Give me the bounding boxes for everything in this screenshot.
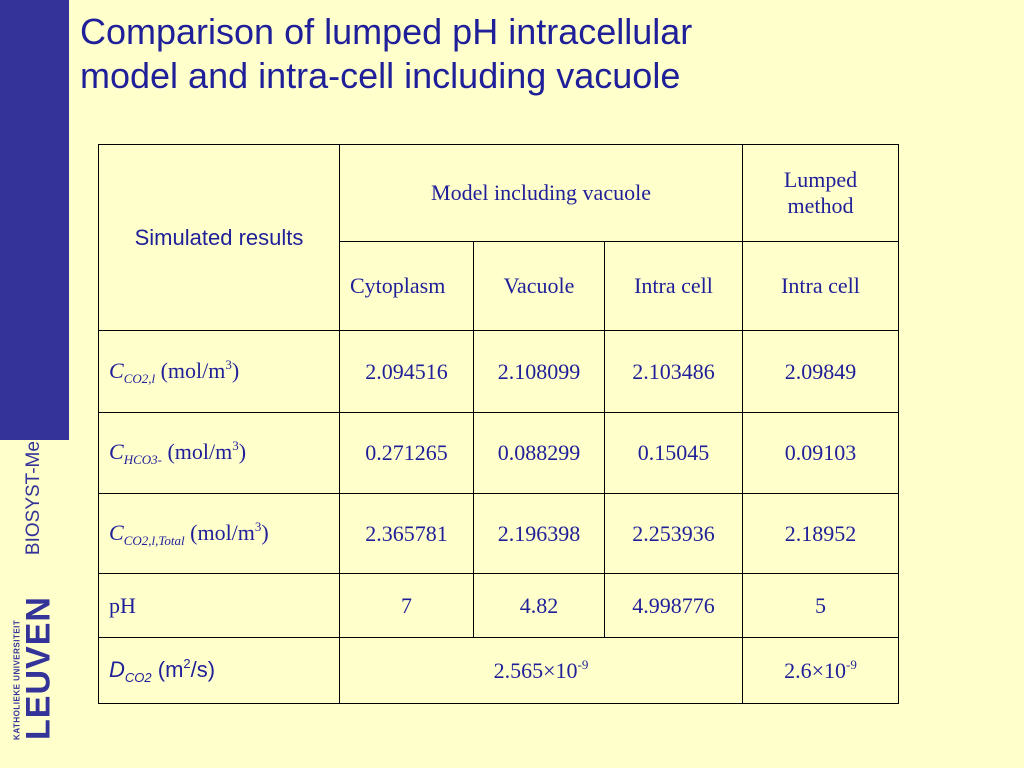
row-label: CHCO3- (mol/m3)	[98, 412, 340, 494]
label-unit: (m	[151, 657, 184, 682]
corner-header: Simulated results	[98, 144, 340, 331]
label-symbol: D	[109, 657, 125, 682]
value-exponent: -9	[577, 657, 589, 672]
label-subscript: CO2	[124, 670, 152, 685]
value-cell: 2.09849	[742, 330, 899, 413]
value-cell: 2.365781	[339, 493, 474, 574]
table-row: CHCO3- (mol/m3) 0.271265 0.088299 0.1504…	[98, 412, 899, 494]
column-header-intra-cell: Intra cell	[604, 241, 743, 331]
value-cell: 5	[742, 573, 899, 638]
value-cell: 2.253936	[604, 493, 743, 574]
group-header-vacuole: Model including vacuole	[339, 144, 743, 242]
title-line-1: Comparison of lumped pH intracellular	[80, 11, 693, 52]
label-unit: (mol/m	[184, 519, 255, 545]
value-cell: 2.103486	[604, 330, 743, 413]
label-unit-exponent: 2	[183, 656, 191, 671]
label-unit-exponent: 3	[225, 356, 232, 372]
value-cell: 2.108099	[473, 330, 605, 413]
table-row: CCO2,l,Total (mol/m3) 2.365781 2.196398 …	[98, 493, 899, 574]
value-base: 2.6×10	[784, 658, 847, 683]
value-cell: 7	[339, 573, 474, 638]
group-header-lumped-text: Lumped method	[783, 167, 858, 218]
column-header-cytoplasm-text: Cytoplasm	[350, 273, 446, 298]
vacuole-diffusion-value: 2.565×10-9	[339, 637, 743, 704]
value-cell: 0.088299	[473, 412, 605, 494]
slide-title: Comparison of lumped pH intracellular mo…	[80, 10, 980, 98]
label-unit-close: )	[231, 357, 240, 383]
value-cell: 4.82	[473, 573, 605, 638]
label-unit: (mol/m	[155, 357, 226, 383]
value-cell: 0.15045	[604, 412, 743, 494]
value-cell: 4.998776	[604, 573, 743, 638]
value-cell: 0.09103	[742, 412, 899, 494]
label-symbol: C	[109, 439, 124, 464]
row-label: CCO2,l,Total (mol/m3)	[98, 493, 340, 574]
column-header-vacuole: Vacuole	[473, 241, 605, 331]
column-header-cytoplasm: Cytoplasm	[339, 241, 474, 331]
table-row-diffusion: DCO2 (m2/s) 2.565×10-9 2.6×10-9	[98, 637, 899, 704]
label-unit: (mol/m	[161, 439, 233, 464]
university-logo: KATHOLIEKE UNIVERSITEIT LEUVEN	[13, 596, 58, 740]
title-line-2: model and intra-cell including vacuole	[80, 55, 681, 96]
sidebar-bottom	[0, 440, 69, 768]
label-subscript: HCO3-	[123, 452, 162, 467]
value-base: 2.565×10	[493, 658, 578, 683]
label-symbol: C	[109, 519, 124, 545]
column-header-lumped-intra-cell: Intra cell	[742, 241, 899, 331]
row-label: pH	[98, 573, 340, 638]
label-unit-close: )	[261, 519, 269, 545]
table-row: pH 7 4.82 4.998776 5	[98, 573, 899, 638]
results-table: Simulated results Model including vacuol…	[98, 144, 899, 704]
logo-big-text: LEUVEN	[19, 596, 58, 740]
lumped-diffusion-value: 2.6×10-9	[742, 637, 899, 704]
table-row: CCO2,l (mol/m3) 2.094516 2.108099 2.1034…	[98, 330, 899, 413]
subheader-row: Cytoplasm Vacuole Intra cell Intra cell	[99, 241, 899, 331]
label-unit-exponent: 3	[232, 438, 239, 453]
value-cell: 2.18952	[742, 493, 899, 574]
value-cell: 2.196398	[473, 493, 605, 574]
label-unit-exponent: 3	[254, 518, 262, 534]
group-header-lumped: Lumped method	[742, 144, 899, 242]
row-label: CCO2,l (mol/m3)	[98, 330, 340, 413]
value-exponent: -9	[846, 657, 857, 672]
label-subscript: CO2,l	[123, 370, 156, 386]
value-cell: 0.271265	[339, 412, 474, 494]
label-subscript: CO2,l,Total	[123, 532, 185, 548]
label-unit-close: /s)	[190, 657, 216, 682]
header-row: Simulated results Model including vacuol…	[98, 144, 899, 331]
brand-label: BIOSYST-MeBioS	[23, 400, 44, 556]
label-symbol: C	[109, 357, 124, 383]
value-cell: 2.094516	[339, 330, 474, 413]
row-label: DCO2 (m2/s)	[98, 637, 340, 704]
label-unit-close: )	[238, 439, 247, 464]
